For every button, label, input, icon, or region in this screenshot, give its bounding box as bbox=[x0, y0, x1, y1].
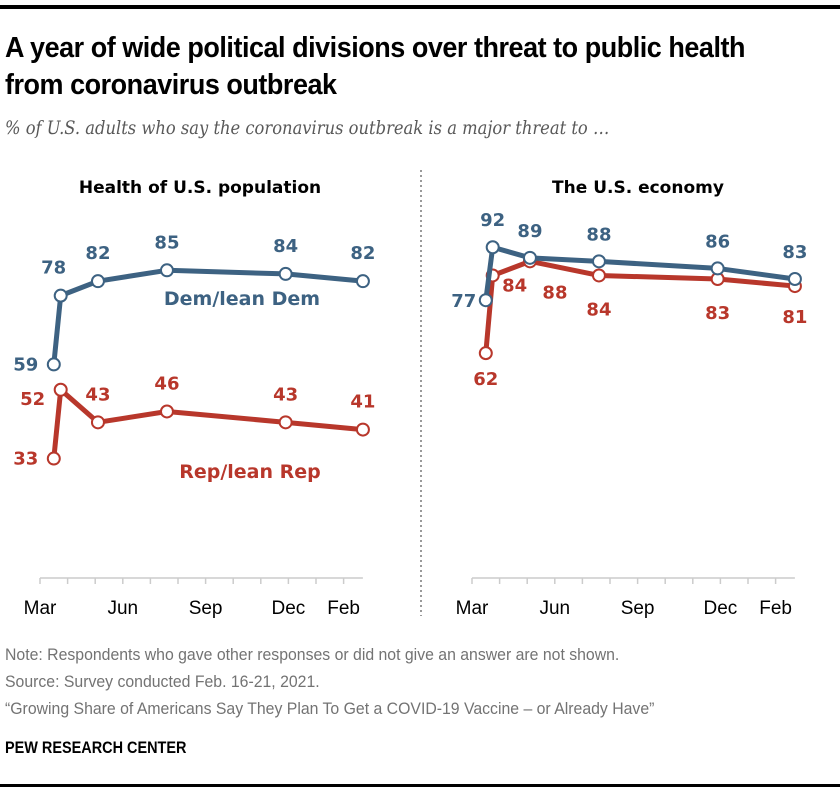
data-label-rep: 62 bbox=[473, 369, 498, 390]
data-label-dem: 83 bbox=[782, 242, 807, 263]
series-line-dem bbox=[51, 267, 364, 365]
x-tick-label: Dec bbox=[272, 598, 306, 619]
data-label-rep: 43 bbox=[273, 384, 298, 405]
panel-title: The U.S. economy bbox=[552, 178, 724, 198]
x-tick-label: Feb bbox=[327, 598, 360, 619]
data-point-dem bbox=[278, 266, 293, 281]
data-point-dem bbox=[53, 288, 68, 303]
data-point-rep bbox=[591, 268, 606, 283]
x-tick-label: Mar bbox=[456, 598, 489, 619]
series-line-rep bbox=[51, 387, 364, 459]
data-label-dem: 85 bbox=[154, 232, 179, 253]
data-point-dem bbox=[90, 274, 105, 289]
data-point-dem bbox=[159, 263, 174, 278]
data-label-rep: 84 bbox=[586, 299, 611, 320]
data-point-rep bbox=[478, 346, 493, 361]
x-tick-label: Sep bbox=[621, 598, 655, 619]
panel-title: Health of U.S. population bbox=[79, 178, 321, 198]
footnote-note: Note: Respondents who gave other respons… bbox=[5, 645, 620, 664]
data-label-rep: 84 bbox=[502, 275, 527, 296]
panel-economy: The U.S. economy Mar Jun Sep Dec Feb 62 84 88 84 8… bbox=[451, 178, 807, 619]
data-label-dem: 92 bbox=[480, 210, 505, 231]
data-label-dem: 89 bbox=[517, 221, 542, 242]
data-point-dem bbox=[485, 240, 500, 255]
footnote-report-link[interactable]: “Growing Share of Americans Say They Pla… bbox=[5, 699, 655, 718]
data-label-rep: 52 bbox=[20, 389, 45, 410]
x-tick-label: Sep bbox=[189, 598, 223, 619]
data-label-dem: 86 bbox=[705, 231, 730, 252]
bottom-rule bbox=[0, 784, 840, 787]
data-label-dem: 82 bbox=[350, 243, 375, 264]
data-point-dem bbox=[478, 293, 493, 308]
chart-title: A year of wide political divisions over … bbox=[5, 32, 746, 101]
data-point-dem bbox=[787, 272, 802, 287]
footnote-source: Source: Survey conducted Feb. 16-21, 202… bbox=[5, 672, 320, 691]
x-tick-label: Dec bbox=[704, 598, 738, 619]
data-point-rep bbox=[53, 382, 68, 397]
data-label-rep: 81 bbox=[782, 307, 807, 328]
data-point-dem bbox=[46, 357, 61, 372]
data-point-rep bbox=[46, 451, 61, 466]
x-tick-label: Jun bbox=[107, 598, 138, 619]
series-line-rep bbox=[483, 258, 796, 354]
data-point-rep bbox=[355, 422, 370, 437]
brand-logo-text: PEW RESEARCH CENTER bbox=[5, 738, 187, 757]
data-label-rep: 33 bbox=[13, 449, 38, 470]
data-label-rep: 41 bbox=[350, 392, 375, 413]
legend-label-rep: Rep/lean Rep bbox=[179, 461, 321, 483]
panel-health: Health of U.S. population Mar Jun Sep Dec Feb… bbox=[13, 178, 375, 619]
data-point-dem bbox=[355, 274, 370, 289]
data-label-rep: 43 bbox=[85, 384, 110, 405]
x-tick-label: Feb bbox=[759, 598, 792, 619]
data-point-dem bbox=[710, 261, 725, 276]
legend-label-dem: Dem/lean Dem bbox=[164, 288, 320, 310]
data-label-dem: 77 bbox=[451, 291, 476, 312]
data-point-rep bbox=[90, 415, 105, 430]
series-line-dem bbox=[483, 244, 796, 301]
data-label-rep: 88 bbox=[542, 282, 567, 303]
data-point-rep bbox=[278, 415, 293, 430]
x-tick-label: Mar bbox=[24, 598, 57, 619]
data-label-dem: 84 bbox=[273, 236, 298, 257]
chart-area: Health of U.S. population Mar Jun Sep Dec Feb… bbox=[13, 170, 807, 619]
chart-subtitle: % of U.S. adults who say the coronavirus… bbox=[5, 117, 610, 139]
data-point-dem bbox=[522, 250, 537, 265]
data-label-rep: 83 bbox=[705, 303, 730, 324]
data-label-dem: 59 bbox=[13, 354, 38, 375]
top-rule bbox=[0, 5, 840, 9]
x-tick-label: Jun bbox=[539, 598, 570, 619]
data-label-dem: 88 bbox=[586, 224, 611, 245]
data-label-dem: 78 bbox=[41, 258, 66, 279]
data-label-dem: 82 bbox=[85, 243, 110, 264]
data-label-rep: 46 bbox=[154, 373, 179, 394]
data-point-dem bbox=[591, 254, 606, 269]
data-point-rep bbox=[159, 404, 174, 419]
